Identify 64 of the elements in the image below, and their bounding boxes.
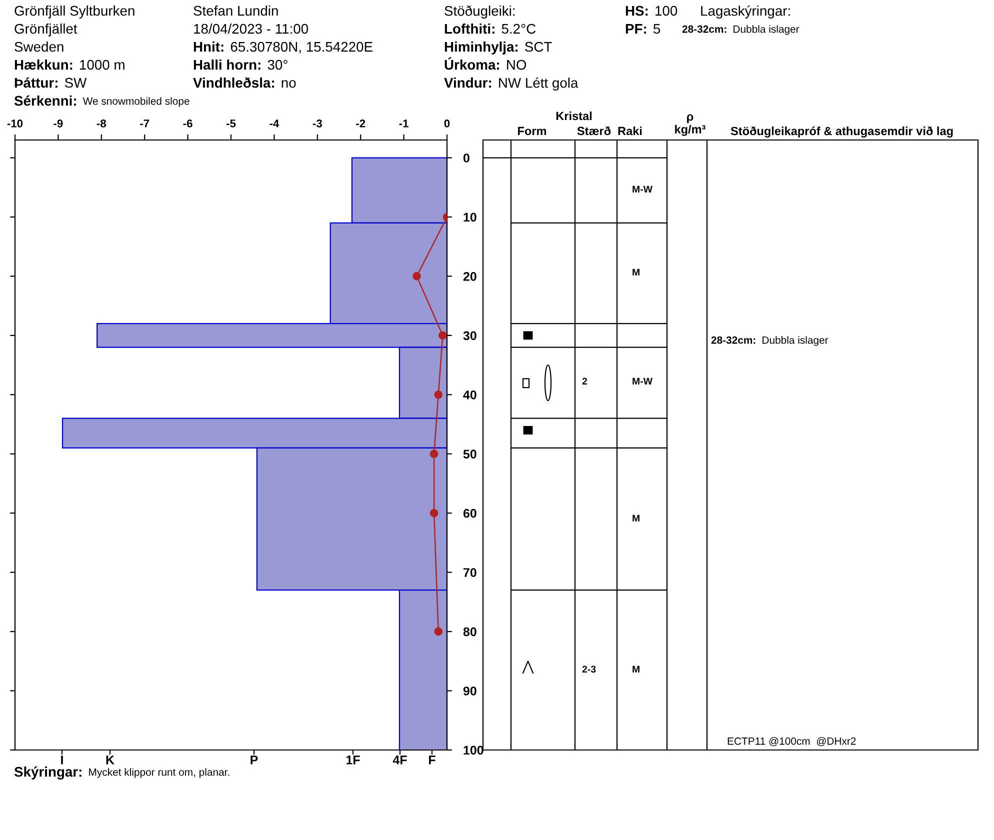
text: 28-32cm: Dubbla islager [682, 25, 800, 35]
text: M [632, 666, 640, 673]
text: Hnit: 65.30780N, 15.54220E [194, 42, 372, 54]
text: P [250, 756, 258, 764]
text: Skýringar: Mycket klippor runt om, planar. [14, 766, 230, 780]
text: Stefan Lundin [194, 6, 278, 16]
y-tick-label: 10 [464, 212, 476, 222]
text: Stöðugleiki: [444, 5, 515, 19]
text: 1F [346, 756, 360, 764]
y-tick-label: 70 [464, 568, 476, 577]
text: Himinhylja: SCT [444, 42, 552, 54]
text: M [632, 268, 640, 276]
text: Stöðugleikapróf & athugasemdir við lag [730, 126, 953, 138]
text: I [61, 756, 63, 764]
text: K [106, 756, 114, 764]
y-tick-label: 100 [464, 746, 484, 755]
y-tick-label: 90 [463, 686, 476, 696]
text: Grönfjäll Syltburken [14, 6, 134, 18]
text: Lagaskýringar: [701, 5, 790, 19]
text: HS: 100 [626, 6, 678, 16]
y-tick-label: 40 [463, 390, 476, 400]
text: 28-32cm: Dubbla islager [711, 336, 828, 346]
x-tick-label: 0 [444, 120, 450, 128]
x-tick-label: -3 [312, 120, 322, 128]
text: 2 [582, 378, 588, 385]
x-tick-label: -1 [399, 120, 408, 128]
text: Vindur: NW Létt gola [444, 77, 578, 91]
text: 4F [392, 756, 407, 764]
text: Sérkenni: We snowmobiled slope [14, 95, 190, 107]
x-tick-label: -6 [183, 120, 192, 128]
text: Raki [618, 126, 642, 136]
y-tick-label: 60 [463, 508, 476, 518]
text: M-W [632, 378, 653, 385]
y-tick-label: 30 [463, 331, 476, 340]
text: Halli horn: 30° [194, 60, 288, 70]
text: PF: 5 [626, 24, 660, 34]
text: Stærð [577, 126, 611, 136]
text: F [429, 756, 436, 764]
x-tick-label: -5 [226, 120, 236, 128]
x-tick-label: -2 [356, 120, 366, 128]
text: Úrkoma: NO [444, 57, 526, 70]
x-tick-label: -10 [7, 120, 23, 128]
text: Lofthiti: 5.2°C [444, 24, 536, 34]
text: Vindhleðsla: no [193, 77, 296, 88]
y-tick-label: 20 [463, 272, 476, 281]
text: Grönfjället [14, 24, 78, 36]
text: Þáttur: SW [14, 77, 87, 88]
y-tick-label: 0 [463, 154, 470, 162]
text: ρ kg/m³ [675, 114, 706, 136]
text: Hækkun: 1000 m [14, 60, 124, 70]
x-tick-label: -9 [54, 120, 63, 128]
text: M [632, 514, 640, 522]
x-tick-label: -4 [270, 120, 280, 128]
text: 2-3 [582, 666, 596, 673]
x-tick-label: -8 [96, 120, 106, 128]
y-tick-label: 80 [463, 627, 476, 636]
text: M-W [632, 186, 653, 193]
y-tick-label: 50 [463, 450, 476, 459]
text: 18/04/2023 - 11:00 [194, 24, 308, 34]
text: Form [518, 126, 546, 136]
text: Sweden [14, 42, 64, 52]
text: Kristal [556, 112, 592, 120]
text: ECTP11 @100cm @DHxr2 [728, 737, 856, 746]
x-tick-label: -7 [140, 120, 150, 128]
